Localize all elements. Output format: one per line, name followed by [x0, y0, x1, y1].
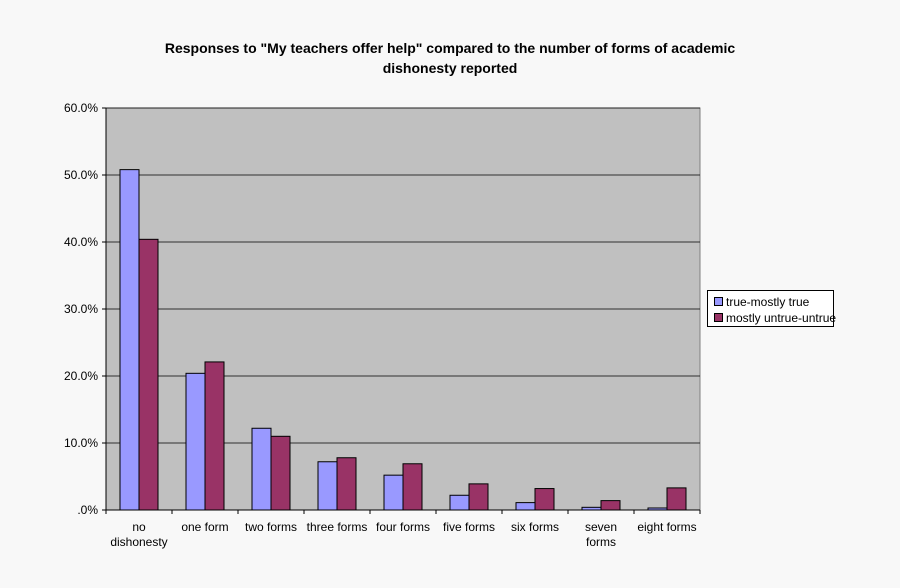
bar-1-8 — [581, 506, 602, 511]
legend-item-series-2: mostly untrue-untrue — [714, 311, 836, 325]
x-tick-label: one form — [181, 520, 228, 534]
legend-item-series-1: true-mostly true — [714, 295, 809, 309]
bar-1-1 — [119, 169, 140, 511]
bar-1-4 — [317, 461, 338, 511]
chart-title: Responses to "My teachers offer help" co… — [164, 40, 736, 76]
x-tick-label: eight forms — [637, 520, 696, 534]
bar-1-6 — [449, 494, 470, 511]
legend-label-series-1: true-mostly true — [726, 295, 810, 309]
bar-2-3 — [270, 435, 291, 511]
bar-2-9 — [666, 487, 687, 511]
y-tick-label: 50.0% — [64, 168, 98, 182]
legend-label-series-2: mostly untrue-untrue — [726, 311, 837, 325]
bar-1-2 — [185, 372, 206, 511]
bar-2-2 — [204, 361, 225, 511]
bar-2-5 — [402, 463, 423, 511]
x-tick-label: two forms — [245, 520, 297, 534]
x-tick-label: six forms — [511, 520, 559, 534]
legend: true-mostly true mostly untrue-untrue — [707, 290, 836, 327]
bar-1-9 — [647, 507, 668, 511]
bar-2-7 — [534, 488, 555, 511]
bar-2-1 — [138, 238, 159, 511]
bar-1-7 — [515, 502, 536, 511]
x-tick-label: seven forms — [585, 520, 617, 549]
y-tick-label: 30.0% — [64, 302, 98, 316]
y-tick-label: 20.0% — [64, 369, 98, 383]
y-tick-label: 10.0% — [64, 436, 98, 450]
x-tick-label: four forms — [376, 520, 430, 534]
bar-1-5 — [383, 474, 404, 511]
bar-2-8 — [600, 500, 621, 511]
bar-1-3 — [251, 427, 272, 511]
x-tick-label: five forms — [443, 520, 495, 534]
y-tick-label: .0% — [77, 503, 98, 517]
bar-2-4 — [336, 457, 357, 511]
y-tick-label: 60.0% — [64, 101, 98, 115]
x-tick-label: three forms — [307, 520, 368, 534]
x-tick-label: no dishonesty — [110, 520, 167, 549]
legend-swatch-series-2 — [714, 313, 723, 323]
y-tick-label: 40.0% — [64, 235, 98, 249]
bar-2-6 — [468, 483, 489, 511]
legend-swatch-series-1 — [714, 297, 723, 307]
